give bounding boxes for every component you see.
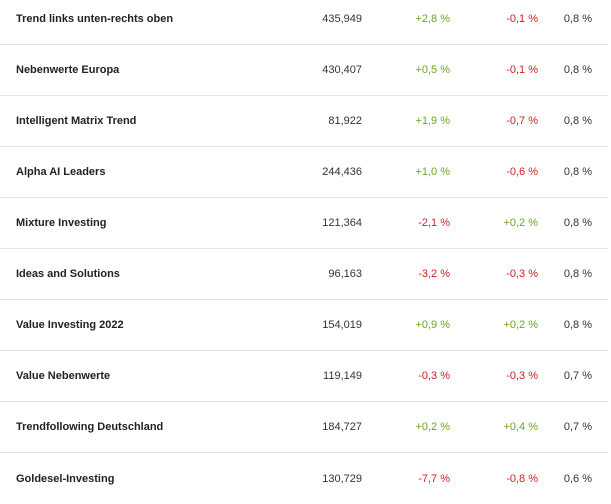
fee-value: 0,6 % — [563, 472, 592, 485]
fund-value: 430,407 — [322, 64, 362, 76]
table-row[interactable]: Intelligent Matrix Trend 81,922 +1,9 % -… — [0, 96, 608, 147]
fund-name[interactable]: Ideas and Solutions — [16, 268, 120, 280]
fund-name[interactable]: Value Nebenwerte — [16, 370, 111, 382]
change-2: +0,2 % — [503, 217, 538, 229]
fund-value: 130,729 — [322, 472, 362, 485]
change-2: -0,6 % — [506, 166, 538, 178]
table-row[interactable]: Value Nebenwerte 119,149 -0,3 % -0,3 % 0… — [0, 351, 608, 402]
fund-name[interactable]: Nebenwerte Europa — [16, 64, 120, 76]
change-1: -7,7 % — [418, 472, 450, 485]
change-2: +0,2 % — [503, 319, 538, 331]
change-2: -0,3 % — [506, 370, 538, 382]
fee-value: 0,8 % — [563, 115, 592, 127]
change-1: +0,9 % — [415, 319, 450, 331]
change-2: -0,1 % — [506, 13, 538, 25]
change-2: +0,4 % — [503, 421, 538, 433]
table-row[interactable]: Ideas and Solutions 96,163 -3,2 % -0,3 %… — [0, 249, 608, 300]
fund-name[interactable]: Mixture Investing — [16, 217, 107, 229]
change-1: -2,1 % — [418, 217, 450, 229]
change-1: +1,9 % — [415, 115, 450, 127]
change-1: +0,5 % — [415, 64, 450, 76]
change-1: -0,3 % — [418, 370, 450, 382]
table-row[interactable]: Value Investing 2022 154,019 +0,9 % +0,2… — [0, 300, 608, 351]
fee-value: 0,8 % — [563, 166, 592, 178]
fund-value: 184,727 — [322, 421, 362, 433]
table-row[interactable]: Trendfollowing Deutschland 184,727 +0,2 … — [0, 402, 608, 453]
fund-value: 244,436 — [322, 166, 362, 178]
fee-value: 0,8 % — [563, 64, 592, 76]
change-1: +0,2 % — [415, 421, 450, 433]
table-row[interactable]: Alpha AI Leaders 244,436 +1,0 % -0,6 % 0… — [0, 147, 608, 198]
fee-value: 0,8 % — [563, 268, 592, 280]
change-1: +2,8 % — [415, 13, 450, 25]
fund-name[interactable]: Goldesel-Investing — [16, 472, 115, 485]
fund-value: 435,949 — [322, 13, 362, 25]
table-row[interactable]: Trend links unten-rechts oben 435,949 +2… — [0, 0, 608, 45]
fund-name[interactable]: Intelligent Matrix Trend — [16, 115, 137, 127]
fund-value: 121,364 — [322, 217, 362, 229]
fee-value: 0,8 % — [563, 217, 592, 229]
fee-value: 0,7 % — [563, 421, 592, 433]
fund-value: 81,922 — [328, 115, 362, 127]
fund-value: 154,019 — [322, 319, 362, 331]
table-row[interactable]: Goldesel-Investing 130,729 -7,7 % -0,8 %… — [0, 453, 608, 504]
fee-value: 0,7 % — [563, 370, 592, 382]
fund-value: 119,149 — [323, 370, 362, 382]
fund-name[interactable]: Value Investing 2022 — [16, 319, 124, 331]
fee-value: 0,8 % — [563, 13, 592, 25]
fund-name[interactable]: Trendfollowing Deutschland — [16, 421, 164, 433]
change-1: -3,2 % — [418, 268, 450, 280]
table-row[interactable]: Mixture Investing 121,364 -2,1 % +0,2 % … — [0, 198, 608, 249]
change-2: -0,3 % — [506, 268, 538, 280]
fund-value: 96,163 — [328, 268, 362, 280]
fee-value: 0,8 % — [563, 319, 592, 331]
change-2: -0,8 % — [506, 472, 538, 485]
change-2: -0,7 % — [506, 115, 538, 127]
table-row[interactable]: Nebenwerte Europa 430,407 +0,5 % -0,1 % … — [0, 45, 608, 96]
change-1: +1,0 % — [415, 166, 450, 178]
fund-name[interactable]: Alpha AI Leaders — [16, 166, 106, 178]
change-2: -0,1 % — [506, 64, 538, 76]
fund-name[interactable]: Trend links unten-rechts oben — [16, 13, 174, 25]
